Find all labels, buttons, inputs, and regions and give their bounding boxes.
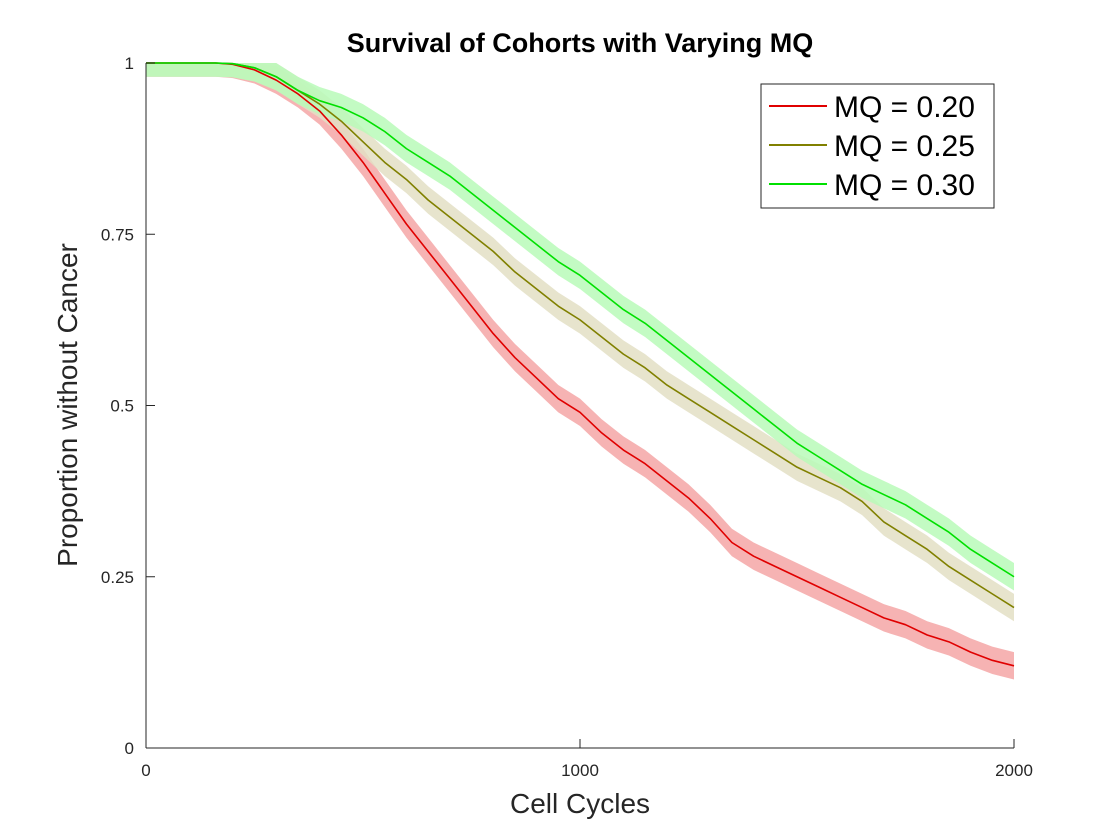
y-tick-label: 0 xyxy=(125,739,134,758)
y-ticks: 0 0.25 0.5 0.75 1 xyxy=(101,54,155,758)
x-tick-label: 0 xyxy=(141,761,150,780)
legend-label-3: MQ = 0.30 xyxy=(834,169,975,202)
series-lines xyxy=(146,62,1015,667)
y-tick-label: 0.5 xyxy=(110,397,134,416)
y-tick-label: 1 xyxy=(125,54,134,73)
series-line-1 xyxy=(146,62,1015,667)
legend: MQ = 0.20 MQ = 0.25 MQ = 0.30 xyxy=(760,83,995,209)
y-tick-label: 0.25 xyxy=(101,568,134,587)
chart-title: Survival of Cohorts with Varying MQ xyxy=(347,28,814,58)
x-tick-label: 2000 xyxy=(995,761,1033,780)
x-tick-label: 1000 xyxy=(561,761,599,780)
series-line-3 xyxy=(146,62,1015,578)
y-axis-label: Proportion without Cancer xyxy=(52,243,83,567)
series-line-2 xyxy=(146,62,1015,609)
legend-label-2: MQ = 0.25 xyxy=(834,130,975,163)
x-axis-label: Cell Cycles xyxy=(510,788,650,819)
x-ticks: 0 1000 2000 xyxy=(141,739,1033,780)
y-tick-label: 0.75 xyxy=(101,225,134,244)
legend-label-1: MQ = 0.20 xyxy=(834,91,975,124)
